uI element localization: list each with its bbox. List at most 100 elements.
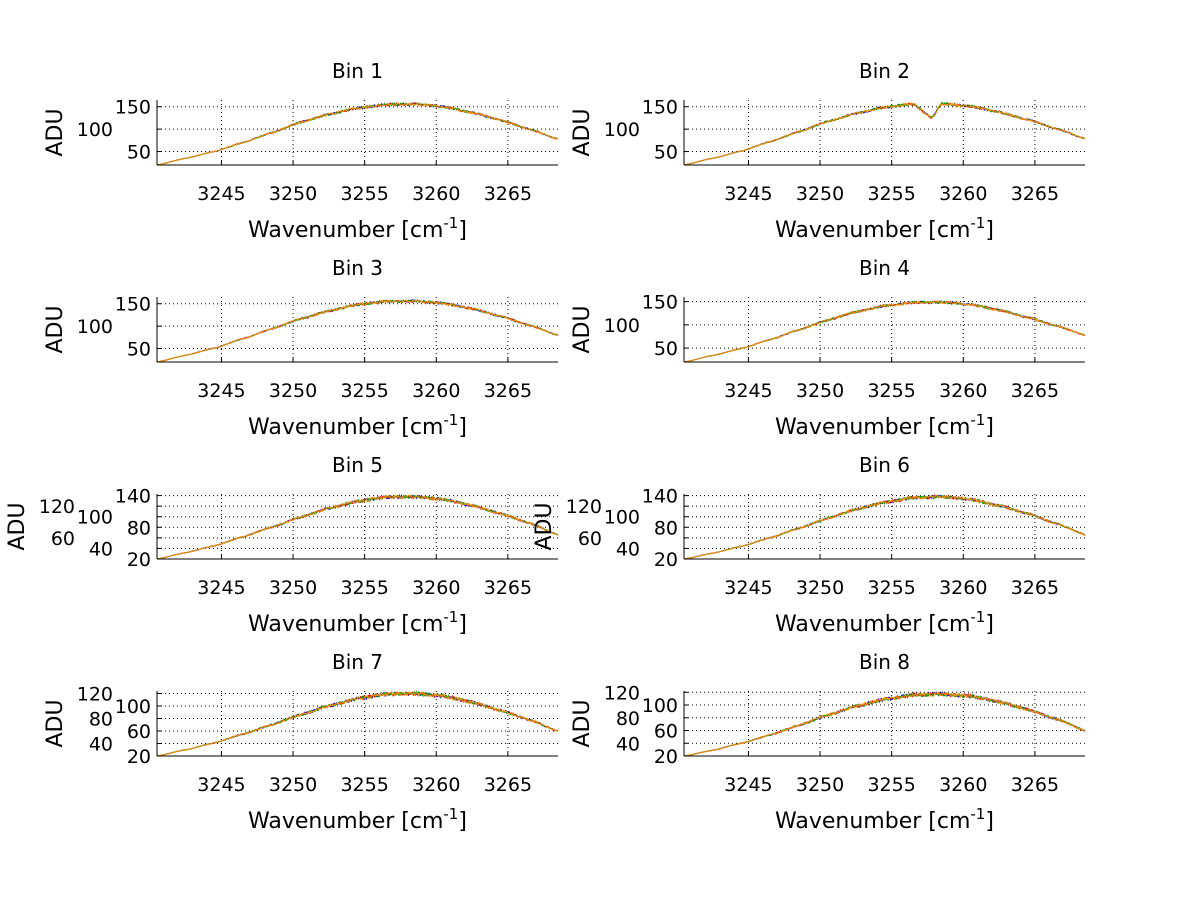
y-tick-label: 100 (77, 316, 113, 338)
y-tick-label: 80 (616, 708, 640, 730)
y-axis-label: ADU (5, 502, 30, 550)
series-line-2 (156, 299, 559, 363)
x-tick-label: 3255 (867, 774, 915, 796)
y-tick-label: 40 (616, 733, 640, 755)
x-axis-label: Wavenumber [cm-1] (248, 608, 467, 637)
x-tick-label: 3245 (724, 183, 772, 205)
y-tick-label: 100 (642, 695, 678, 717)
subplot-title: Bin 1 (332, 59, 383, 83)
x-tick-label: 3260 (939, 380, 987, 402)
x-axis-label: Wavenumber [cm-1] (248, 214, 467, 243)
x-tick-label: 3250 (796, 774, 844, 796)
x-tick-label: 3245 (724, 380, 772, 402)
subplot-title: Bin 4 (859, 256, 910, 280)
subplot-title: Bin 3 (332, 256, 383, 280)
y-axis-label: ADU (570, 305, 595, 353)
subplot-title: Bin 6 (859, 453, 910, 477)
series-line-4 (156, 102, 559, 166)
series-line-2 (683, 101, 1086, 166)
series-line-3 (156, 102, 559, 166)
x-axis-label-superscript: -1 (443, 805, 458, 823)
y-tick-label: 120 (77, 684, 113, 706)
y-tick-label: 40 (89, 538, 113, 560)
y-tick-label: 100 (604, 507, 640, 529)
y-tick-label: 50 (127, 339, 151, 361)
y-tick-label: 150 (642, 97, 678, 119)
y-tick-label: 140 (115, 486, 151, 508)
y-tick-label: 120 (566, 496, 602, 518)
x-axis-label-superscript: -1 (970, 608, 985, 626)
y-tick-label: 20 (654, 746, 678, 768)
x-axis-label-end: ] (985, 415, 994, 440)
x-tick-label: 3245 (724, 774, 772, 796)
x-tick-label: 3250 (796, 577, 844, 599)
x-axis-label-superscript: -1 (970, 805, 985, 823)
y-tick-label: 20 (127, 549, 151, 571)
y-axis-label: ADU (532, 502, 557, 550)
x-tick-label: 3260 (412, 774, 460, 796)
series-line-2 (156, 691, 559, 757)
x-tick-label: 3245 (197, 183, 245, 205)
series-line-1 (156, 102, 559, 166)
x-tick-label: 3265 (484, 380, 532, 402)
x-tick-label: 3245 (197, 774, 245, 796)
x-axis-label-end: ] (458, 218, 467, 243)
x-axis-label-end: ] (985, 612, 994, 637)
y-tick-label: 150 (642, 292, 678, 314)
x-axis-label-text: Wavenumber [cm (775, 612, 970, 637)
x-axis-label: Wavenumber [cm-1] (775, 805, 994, 834)
subplot-title: Bin 8 (859, 650, 910, 674)
y-axis-label: ADU (43, 108, 68, 156)
y-tick-label: 100 (77, 507, 113, 529)
series-line-3 (156, 299, 558, 363)
x-axis-label-end: ] (985, 809, 994, 834)
subplot-title: Bin 5 (332, 453, 383, 477)
x-axis-label-text: Wavenumber [cm (775, 809, 970, 834)
x-axis-label-superscript: -1 (970, 411, 985, 429)
series-line-2 (683, 691, 1086, 757)
y-tick-label: 120 (604, 682, 640, 704)
x-tick-label: 3265 (484, 577, 532, 599)
x-tick-label: 3245 (724, 577, 772, 599)
series-line-4 (683, 300, 1086, 363)
y-axis-label: ADU (570, 699, 595, 747)
series-line-4 (683, 494, 1086, 560)
x-tick-label: 3255 (340, 380, 388, 402)
series-line-3 (683, 101, 1086, 166)
x-tick-label: 3260 (939, 774, 987, 796)
series-line-4 (683, 102, 1086, 166)
x-tick-label: 3265 (1011, 577, 1059, 599)
x-tick-label: 3265 (1011, 183, 1059, 205)
x-axis-label-superscript: -1 (970, 214, 985, 232)
x-tick-label: 3255 (340, 183, 388, 205)
x-axis-label-superscript: -1 (443, 608, 458, 626)
series-line-1 (156, 691, 559, 757)
x-axis-label-end: ] (458, 612, 467, 637)
subplot-title: Bin 2 (859, 59, 910, 83)
y-tick-label: 80 (89, 709, 113, 731)
y-tick-label: 150 (115, 294, 151, 316)
y-tick-label: 80 (127, 517, 151, 539)
y-tick-label: 60 (578, 528, 602, 550)
series-line-4 (156, 299, 559, 363)
x-tick-label: 3265 (484, 183, 532, 205)
x-axis-label-text: Wavenumber [cm (248, 612, 443, 637)
x-tick-label: 3255 (867, 577, 915, 599)
y-tick-label: 120 (39, 496, 75, 518)
x-tick-label: 3250 (796, 183, 844, 205)
series-line-1 (156, 299, 559, 363)
y-tick-label: 40 (89, 734, 113, 756)
x-axis-label-end: ] (458, 809, 467, 834)
x-axis-label-text: Wavenumber [cm (248, 809, 443, 834)
series-line-1 (683, 102, 1085, 166)
x-tick-label: 3255 (867, 380, 915, 402)
x-axis-label-text: Wavenumber [cm (775, 218, 970, 243)
x-axis-label-text: Wavenumber [cm (775, 415, 970, 440)
x-axis-label: Wavenumber [cm-1] (248, 805, 467, 834)
y-axis-label: ADU (43, 305, 68, 353)
